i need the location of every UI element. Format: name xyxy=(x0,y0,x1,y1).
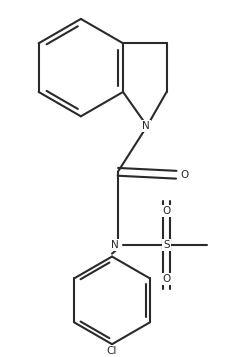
Text: Cl: Cl xyxy=(106,346,117,356)
Text: O: O xyxy=(162,206,170,216)
Text: O: O xyxy=(162,274,170,284)
Text: N: N xyxy=(110,240,118,250)
Text: S: S xyxy=(162,240,169,250)
Text: O: O xyxy=(179,170,187,180)
Text: N: N xyxy=(142,121,149,131)
